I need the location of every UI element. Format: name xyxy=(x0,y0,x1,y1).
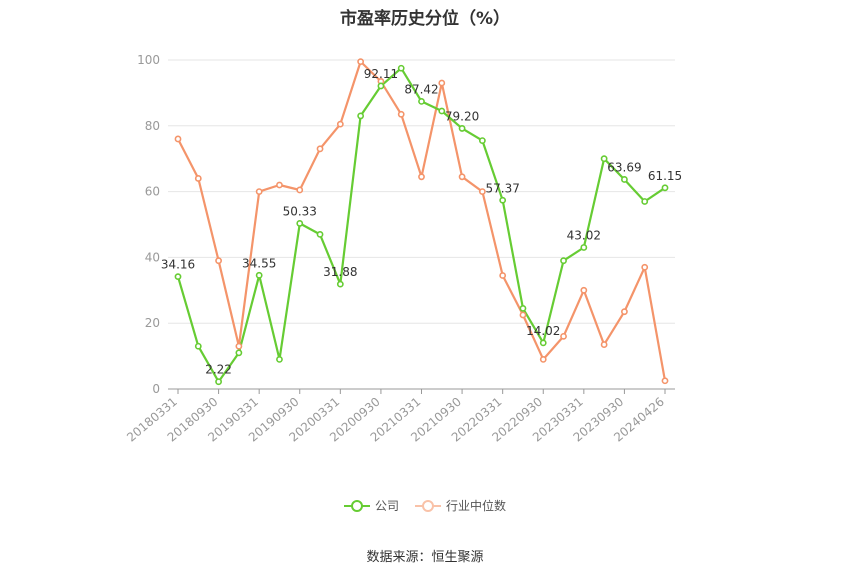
data-label: 43.02 xyxy=(567,228,601,242)
data-point-company[interactable] xyxy=(519,304,527,312)
y-tick-label: 60 xyxy=(145,185,160,199)
data-point-industry-median[interactable] xyxy=(539,355,547,363)
data-point-company[interactable] xyxy=(255,271,263,279)
data-label: 2.22 xyxy=(205,363,232,377)
legend-swatch-company xyxy=(343,499,370,513)
data-label: 31.88 xyxy=(323,265,357,279)
y-tick-label: 80 xyxy=(145,119,160,133)
data-point-company[interactable] xyxy=(296,220,304,227)
data-point-company[interactable] xyxy=(316,230,324,238)
data-point-industry-median[interactable] xyxy=(580,286,588,294)
data-point-industry-median[interactable] xyxy=(438,79,446,87)
chart-title: 市盈率历史分位（%） xyxy=(339,9,511,29)
legend-swatch-industry-median xyxy=(415,499,441,513)
data-point-industry-median[interactable] xyxy=(194,175,202,182)
y-tick-label: 100 xyxy=(137,53,160,67)
data-point-industry-median[interactable] xyxy=(418,173,425,181)
y-axis-tick-labels: 0 20 40 60 80 100 xyxy=(137,53,160,396)
data-point-industry-median[interactable] xyxy=(560,332,567,340)
data-point-company[interactable] xyxy=(357,112,365,120)
legend-label-industry-median: 行业中位数 xyxy=(446,499,507,513)
data-point-industry-median[interactable] xyxy=(478,188,486,195)
data-label: 92.11 xyxy=(364,67,398,81)
grid-lines xyxy=(168,59,675,324)
series-lines xyxy=(176,60,667,383)
data-label: 34.55 xyxy=(242,256,276,270)
legend[interactable]: 公司 行业中位数 xyxy=(0,497,850,514)
series-points[interactable] xyxy=(174,58,669,386)
data-point-industry-median[interactable] xyxy=(458,173,466,181)
data-point-company[interactable] xyxy=(478,137,486,145)
data-point-industry-median[interactable] xyxy=(276,181,283,189)
data-point-company[interactable] xyxy=(499,196,507,204)
data-point-company[interactable] xyxy=(336,280,344,288)
data-point-company[interactable] xyxy=(194,342,202,350)
y-tick-label: 20 xyxy=(145,316,160,330)
data-point-industry-median[interactable] xyxy=(235,342,243,350)
data-point-company[interactable] xyxy=(661,184,669,192)
series-line-company xyxy=(176,67,666,383)
data-label: 34.16 xyxy=(161,258,195,272)
y-tick-label: 0 xyxy=(152,382,160,396)
data-labels: 34.16 2.22 34.55 50.33 31.88 92.11 87.42 79.20 5… xyxy=(161,67,682,377)
legend-label-company: 公司 xyxy=(374,499,399,513)
data-point-industry-median[interactable] xyxy=(397,110,405,118)
data-point-industry-median[interactable] xyxy=(316,145,324,153)
data-point-industry-median[interactable] xyxy=(336,120,344,128)
source-note: 数据来源：恒生聚源 xyxy=(366,550,484,565)
data-point-company[interactable] xyxy=(580,244,588,251)
data-point-industry-median[interactable] xyxy=(215,257,222,265)
data-point-company[interactable] xyxy=(438,107,446,115)
data-label: 57.37 xyxy=(485,181,519,195)
data-point-company[interactable] xyxy=(621,176,628,183)
data-point-industry-median[interactable] xyxy=(600,341,608,348)
data-point-company[interactable] xyxy=(539,339,547,347)
data-point-industry-median[interactable] xyxy=(519,311,527,319)
data-label: 61.15 xyxy=(648,169,682,183)
data-label: 79.20 xyxy=(445,109,479,123)
x-axis: 2018033120180930201903312019093020200331… xyxy=(124,388,675,445)
data-point-industry-median[interactable] xyxy=(296,186,304,194)
y-tick-label: 40 xyxy=(145,250,160,264)
data-point-company[interactable] xyxy=(276,355,283,363)
data-point-company[interactable] xyxy=(641,198,649,205)
data-point-industry-median[interactable] xyxy=(499,272,507,279)
data-point-industry-median[interactable] xyxy=(641,263,649,271)
data-label: 87.42 xyxy=(404,82,438,96)
legend-item-company[interactable]: 公司 xyxy=(343,497,399,514)
data-point-company[interactable] xyxy=(215,378,222,386)
data-point-company[interactable] xyxy=(174,273,182,281)
data-point-company[interactable] xyxy=(377,82,385,90)
data-point-industry-median[interactable] xyxy=(255,188,263,195)
data-label: 63.69 xyxy=(607,160,641,174)
data-point-industry-median[interactable] xyxy=(621,308,628,316)
data-point-company[interactable] xyxy=(235,349,243,357)
data-point-industry-median[interactable] xyxy=(661,377,669,385)
data-label: 14.02 xyxy=(526,324,560,338)
data-point-industry-median[interactable] xyxy=(357,58,365,66)
data-point-company[interactable] xyxy=(600,155,608,163)
data-label: 50.33 xyxy=(283,204,317,218)
data-point-company[interactable] xyxy=(458,125,466,132)
data-point-company[interactable] xyxy=(560,257,567,265)
data-point-company[interactable] xyxy=(418,97,425,105)
legend-item-industry-median[interactable]: 行业中位数 xyxy=(415,497,506,514)
data-point-company[interactable] xyxy=(397,64,405,72)
data-point-industry-median[interactable] xyxy=(174,135,182,143)
series-line-industry-median xyxy=(177,60,667,381)
